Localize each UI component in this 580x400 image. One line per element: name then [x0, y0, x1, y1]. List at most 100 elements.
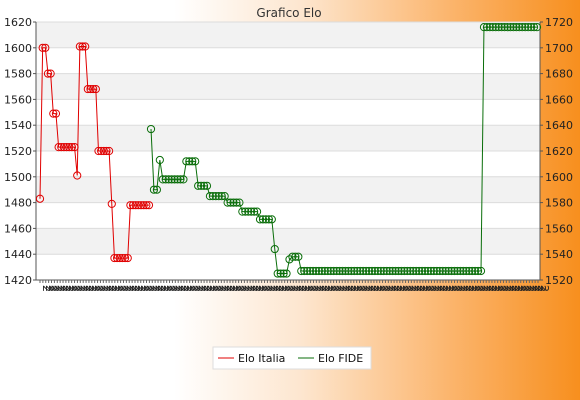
x-tick-label: 2 — [184, 285, 197, 292]
x-tick-label: 2 — [308, 285, 321, 292]
elo-fide-point — [176, 175, 185, 184]
series-layer — [35, 23, 542, 278]
elo-fide-point — [223, 198, 232, 207]
elo-italia-point — [110, 253, 119, 263]
x-tick-label: 2 — [230, 285, 243, 292]
legend-label-elo-fide: Elo FIDE — [318, 352, 363, 365]
x-tick-label: 2 — [149, 285, 162, 292]
elo-fide-point — [462, 266, 471, 276]
chart-title: Grafico Elo — [256, 6, 321, 20]
elo-fide-point — [308, 266, 318, 276]
right-tick-label: 1620 — [545, 145, 573, 158]
elo-italia-point — [136, 201, 146, 210]
elo-fide-point — [332, 266, 341, 276]
x-tick-label: 2 — [164, 285, 177, 292]
elo-fide-point — [350, 266, 359, 276]
elo-fide-point — [394, 266, 403, 276]
x-tick-label: 2 — [54, 285, 67, 292]
elo-italia-point — [126, 201, 135, 210]
elo-fide-point — [471, 266, 480, 276]
elo-fide-point — [515, 23, 524, 32]
x-tick-label: 2 — [331, 285, 344, 292]
elo-fide-point — [473, 266, 483, 276]
elo-italia-point — [38, 43, 47, 52]
elo-fide-point — [506, 23, 515, 32]
x-tick-label: 2 — [190, 285, 203, 292]
elo-fide-point — [179, 175, 188, 184]
x-tick-label: 2 — [319, 285, 332, 292]
x-tick-label: 2 — [311, 285, 324, 292]
x-tick-label: 2 — [141, 285, 154, 292]
x-tick-label: 2 — [126, 285, 139, 292]
elo-fide-point — [282, 269, 291, 278]
elo-fide-point — [158, 175, 167, 184]
x-tick-label: 2 — [259, 285, 272, 292]
x-tick-label: 2 — [276, 285, 289, 292]
elo-fide-point — [353, 266, 362, 276]
elo-italia-point — [43, 69, 53, 78]
left-tick-label: 1460 — [4, 222, 32, 235]
x-tick-label: 2 — [466, 285, 479, 292]
elo-fide-point — [379, 266, 388, 276]
elo-italia-point — [139, 201, 148, 210]
elo-fide-point — [426, 266, 436, 276]
x-tick-label: 2 — [535, 285, 548, 292]
x-tick-label: 2 — [457, 285, 470, 292]
right-tick-label: 1580 — [545, 197, 573, 210]
elo-italia-point — [70, 143, 79, 152]
x-tick-label: 2 — [69, 285, 82, 292]
x-tick-label: 2 — [152, 285, 165, 292]
x-tick-label: 2 — [489, 285, 502, 292]
elo-fide-point — [435, 266, 444, 276]
elo-fide-point — [320, 266, 329, 276]
x-tick-label: 2 — [377, 285, 390, 292]
elo-fide-point — [432, 266, 441, 276]
x-tick-label: 2 — [394, 285, 407, 292]
elo-italia-point — [123, 253, 132, 263]
x-tick-label: 2 — [403, 285, 416, 292]
x-tick-label: 2 — [239, 285, 252, 292]
elo-fide-point — [279, 269, 288, 278]
x-tick-label: 2 — [158, 285, 171, 292]
elo-fide-point — [164, 175, 173, 184]
elo-italia-point — [67, 143, 77, 152]
x-tick-label: 2 — [342, 285, 355, 292]
x-tick-label: 2 — [98, 285, 111, 292]
x-tick-label: 2 — [118, 285, 131, 292]
elo-fide-point — [512, 23, 521, 32]
elo-fide-point — [185, 157, 194, 166]
elo-fide-point — [364, 266, 374, 276]
elo-fide-point — [288, 252, 297, 261]
elo-fide-point — [241, 207, 250, 216]
elo-fide-point — [238, 207, 247, 216]
elo-italia-point — [35, 194, 45, 203]
elo-italia-point — [118, 253, 127, 263]
elo-italia-point — [112, 253, 122, 263]
x-tick-label: 2 — [383, 285, 396, 292]
elo-fide-point — [420, 266, 430, 276]
elo-fide-point — [270, 244, 279, 254]
x-tick-label: 2 — [351, 285, 364, 292]
x-tick-label: 2 — [253, 285, 266, 292]
grid-band — [36, 176, 540, 203]
elo-fide-point — [444, 266, 453, 276]
elo-fide-point — [161, 175, 170, 184]
elo-fide-point — [311, 266, 321, 276]
x-tick-label: 2 — [187, 285, 200, 292]
elo-italia-point — [54, 143, 63, 152]
x-tick-label: 2 — [423, 285, 436, 292]
right-tick-label: 1600 — [545, 171, 573, 184]
x-tick-label: 2 — [66, 285, 79, 292]
x-tick-label: 2 — [357, 285, 370, 292]
elo-fide-point — [453, 266, 462, 276]
x-tick-label: 2 — [521, 285, 534, 292]
right-tick-label: 1560 — [545, 222, 573, 235]
x-tick-label: 2 — [443, 285, 456, 292]
x-tick-label: 2 — [270, 285, 283, 292]
elo-fide-point — [208, 192, 217, 201]
elo-fide-point — [524, 23, 533, 32]
left-tick-label: 1440 — [4, 248, 32, 261]
elo-fide-point — [267, 215, 276, 224]
elo-fide-point — [300, 266, 309, 276]
